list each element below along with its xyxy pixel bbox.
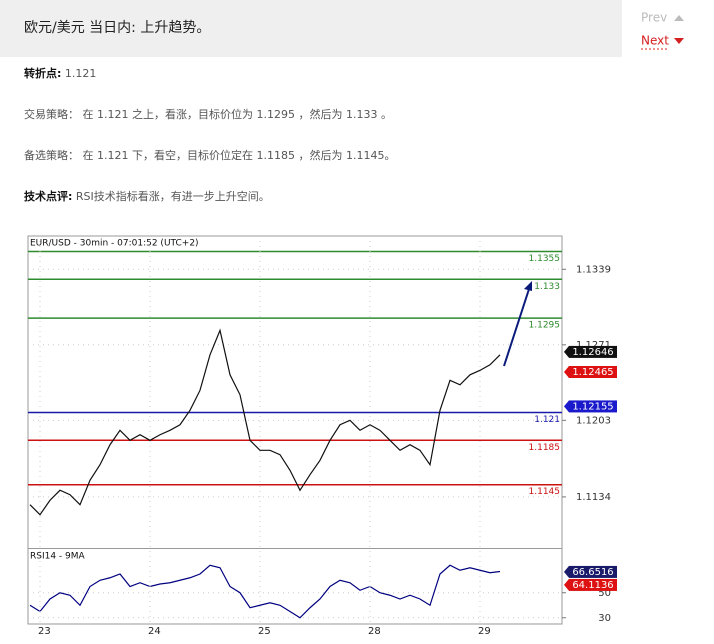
level-label: 1.133	[534, 282, 560, 292]
forecast-arrowhead	[524, 281, 532, 291]
note-line: 备选策略： 在 1.121 下，看空，目标价位定在 1.1185 ，然后为 1.…	[24, 148, 395, 162]
price-line	[29, 328, 501, 516]
header-bar	[0, 0, 622, 57]
x-tick-label: 28	[368, 626, 381, 637]
price-tag	[569, 578, 617, 591]
price-tag-label: 1.12465	[572, 367, 613, 378]
y-tick-label: 1.1203	[576, 415, 611, 426]
prev-icon	[674, 15, 684, 21]
next-icon	[674, 38, 684, 44]
level-label: 1.121	[534, 415, 560, 425]
next-link[interactable]: Next	[641, 34, 669, 48]
y-tick-label: 1.1339	[576, 264, 611, 275]
level-label: 1.1185	[529, 443, 561, 453]
note-text: RSI技术指标看涨，有进一步上升空间。	[72, 189, 269, 203]
price-tag	[569, 345, 617, 358]
note-label: 转折点:	[24, 66, 61, 80]
level-label: 1.1355	[529, 254, 561, 264]
y-tick-label: 1.1134	[576, 492, 611, 503]
forecast-arrow	[503, 285, 531, 367]
note-label: 交易策略：	[24, 107, 79, 121]
y-tick-label: 30	[598, 613, 611, 624]
note-text: 在 1.121 之上，看涨，目标价位为 1.1295 ，然后为 1.133 。	[79, 107, 392, 121]
y-tick-label: 1.1271	[576, 340, 611, 351]
chart-frame	[27, 235, 563, 625]
prev-link[interactable]: Prev	[641, 11, 667, 25]
note-label: 备选策略：	[24, 148, 79, 162]
note-text: 在 1.121 下，看空，目标价位定在 1.1185 ，然后为 1.1145。	[79, 148, 395, 162]
price-tag-label: 66.6516	[572, 567, 613, 578]
price-tag-label: 1.12646	[572, 347, 613, 358]
price-tag	[569, 400, 617, 413]
note-text: 1.121	[61, 67, 96, 80]
page-title: 欧元/美元 当日内: 上升趋势。	[24, 20, 210, 36]
note-label: 技术点评:	[24, 189, 72, 203]
price-line	[29, 564, 501, 619]
panel-title: RSI14 - 9MA	[30, 552, 86, 562]
price-tag-label: 1.12155	[572, 401, 613, 412]
note-line: 交易策略： 在 1.121 之上，看涨，目标价位为 1.1295 ，然后为 1.…	[24, 107, 392, 121]
price-tag-pointer	[564, 400, 569, 413]
x-tick-label: 24	[148, 626, 161, 637]
x-tick-label: 23	[38, 626, 51, 637]
panel-title: EUR/USD - 30min - 07:01:52 (UTC+2)	[30, 239, 199, 249]
price-tag-pointer	[564, 366, 569, 379]
level-label: 1.1145	[529, 487, 561, 497]
price-tag-pointer	[564, 565, 569, 578]
x-tick-label: 25	[258, 626, 271, 637]
price-tag-pointer	[564, 578, 569, 591]
y-tick-label: 50	[598, 588, 611, 599]
note-line: 转折点: 1.121	[24, 66, 96, 80]
level-label: 1.1295	[529, 321, 561, 331]
price-tag	[569, 366, 617, 379]
x-tick-label: 29	[478, 626, 491, 637]
price-tag-label: 64.1136	[572, 580, 613, 591]
price-tag	[569, 565, 617, 578]
price-tag-pointer	[564, 345, 569, 358]
note-line: 技术点评: RSI技术指标看涨，有进一步上升空间。	[24, 189, 270, 203]
